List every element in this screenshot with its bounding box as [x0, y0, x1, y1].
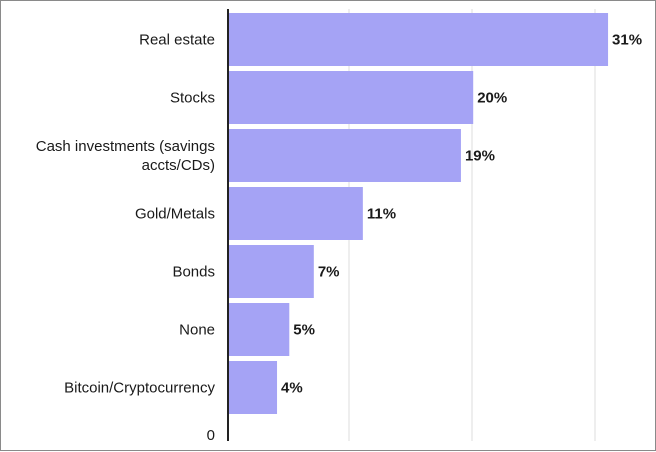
bar-2 [228, 71, 474, 124]
bar-value-label-2: 20% [477, 90, 507, 107]
bar-1 [228, 13, 609, 66]
bar-6 [228, 303, 290, 356]
category-label-4: Gold/Metals [135, 206, 215, 223]
bar-value-label-5: 7% [318, 264, 340, 281]
category-label-line: None [179, 322, 215, 339]
category-label-line: accts/CDs) [142, 157, 215, 174]
category-label-3: Cash investments (savings accts/CDs) [36, 138, 215, 174]
category-label-line: Real estate [139, 32, 215, 49]
bar-value-label-4: 11% [367, 206, 396, 223]
bars-layer [228, 13, 609, 414]
x-zero-tick-label: 0 [207, 427, 215, 444]
category-label-line: Gold/Metals [135, 206, 215, 223]
category-label-5: Bonds [172, 264, 215, 281]
category-label-1: Real estate [139, 32, 215, 49]
category-label-6: None [179, 322, 215, 339]
category-label-2: Stocks [170, 90, 215, 107]
bar-7 [228, 361, 278, 414]
category-label-line: Bonds [172, 264, 215, 281]
bar-value-label-3: 19% [465, 148, 495, 165]
bar-value-label-1: 31% [612, 32, 642, 49]
bar-value-label-6: 5% [293, 322, 315, 339]
bar-value-label-7: 4% [281, 380, 303, 397]
category-label-line: Bitcoin/Cryptocurrency [64, 380, 215, 397]
bar-5 [228, 245, 314, 298]
bar-3 [228, 129, 461, 182]
category-label-line: Cash investments (savings [36, 138, 215, 155]
bar-4 [228, 187, 363, 240]
labels-layer: 31% Real estate 20% Stocks 19% Cash investmen… [36, 32, 642, 397]
category-label-line: Stocks [170, 90, 215, 107]
category-label-7: Bitcoin/Cryptocurrency [64, 380, 215, 397]
